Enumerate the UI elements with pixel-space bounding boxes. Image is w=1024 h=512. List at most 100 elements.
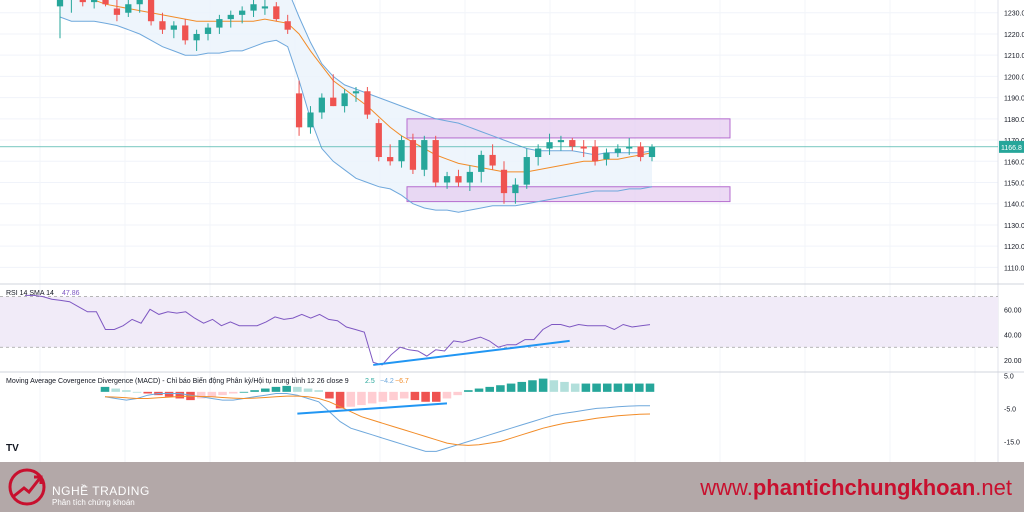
candle-body [102,0,109,5]
candle-body [614,148,621,153]
rsi-tick-label: 40.00 [1004,333,1022,340]
candle-body [398,140,405,162]
macd-histogram-bar [485,386,494,392]
candle-body [466,171,473,183]
candle-body [216,19,223,28]
candle-body [535,148,542,158]
last-price-label: 1166.8 [1001,145,1022,152]
macd-histogram-bar [303,388,313,392]
tradingview-logo-icon: TV [6,443,19,454]
macd-histogram-bar [517,381,527,392]
candle-body [364,91,371,115]
macd-histogram-bar [314,390,323,392]
candle-body [569,140,576,147]
macd-histogram-bar [538,378,548,392]
candle-body [603,152,610,160]
candle-body [261,6,269,9]
price-pane: 1230.01220.01210.01200.01190.01180.01170… [0,0,1024,462]
macd-histogram-bar [335,391,345,409]
macd-histogram-bar [560,381,569,392]
candle-body [455,176,462,183]
macd-histogram-bar [346,391,356,407]
candle-body [478,154,485,172]
price-tick-label: 1220.0 [1004,32,1024,39]
candle-body [432,140,439,183]
macd-histogram-bar [581,383,591,392]
macd-histogram-bar [325,391,334,399]
rsi-title: RSI 14 SMA 14 [6,290,54,297]
rsi-tick-label: 20.00 [1004,358,1022,365]
website-suffix: .net [975,475,1012,500]
price-tick-label: 1230.0 [1004,11,1024,18]
macd-histogram-bar [378,391,388,402]
price-tick-label: 1130.0 [1004,223,1024,230]
rsi-value: 47.86 [62,290,80,297]
candle-body [159,21,166,30]
macd-histogram-bar [389,391,398,401]
macd-histogram-bar [410,391,420,401]
candle-body [387,157,394,162]
price-tick-label: 1110.0 [1004,265,1024,272]
macd-histogram-bar [464,390,473,392]
candle-body [409,140,417,170]
macd-histogram-bar [282,385,291,392]
candle-body [125,4,132,13]
chart-canvas[interactable]: 1230.01220.01210.01200.01190.01180.01170… [0,0,1024,462]
price-tick-label: 1180.0 [1004,117,1024,124]
candle-body [273,6,280,20]
macd-signal-line [104,395,651,446]
candle-body [113,8,121,15]
macd-tick-label: -5.0 [1004,406,1016,413]
support-zone [406,186,731,203]
rsi-line [25,294,651,366]
candle-body [295,93,303,128]
macd-value: 2.5 [365,378,375,385]
candle-body [591,146,599,162]
rsi-divergence-line [373,339,570,366]
candle-body [182,25,189,41]
macd-histogram-bar [228,391,238,394]
macd-histogram-bar [143,391,153,394]
price-tick-label: 1160.0 [1004,159,1024,166]
candle-body [136,0,143,5]
macd-histogram-bar [528,380,537,392]
candle-body [341,93,348,107]
candle-body [91,0,98,3]
candle-body [330,97,337,107]
macd-value: −4.2 [380,378,394,385]
macd-histogram-bar [496,385,505,392]
website-prefix: www. [700,475,753,500]
macd-histogram-bar [261,388,270,392]
macd-histogram-bar [592,383,601,392]
macd-tick-label: 5.0 [1004,373,1014,380]
macd-histogram-bar [549,380,559,392]
macd-histogram-bar [367,391,377,404]
macd-histogram-bar [421,391,430,402]
macd-histogram-bar [218,391,227,396]
macd-histogram-bar [164,391,174,397]
rsi-tick-label: 60.00 [1004,307,1022,314]
website-link[interactable]: www.phantichchungkhoan.net [700,475,1012,501]
candle-body [421,140,428,170]
website-domain: phantichchungkhoan [752,475,976,500]
candle-body [580,146,587,149]
brand-name: NGHỀ TRADING [52,484,150,498]
brand-tagline: Phân tích chứng khoán [52,498,135,507]
candle-body [227,14,234,20]
footer-banner [0,462,1024,512]
candle-body [204,27,212,34]
candle-body [375,123,382,158]
bollinger-lower-line [59,16,653,213]
candle-body [546,142,553,149]
macd-histogram-bar [570,383,580,392]
candle-body [512,184,519,194]
macd-histogram-bar [100,386,110,392]
bollinger-band-fill [60,0,652,213]
candle-body [193,33,200,41]
macd-histogram-bar [506,383,516,392]
macd-histogram-bar [602,383,612,392]
rsi-pane: 60.00 40.00 20.00 RSI 14 SMA 14 47.86 [0,283,1024,366]
candle-body [523,157,530,185]
candle-body [79,0,86,3]
